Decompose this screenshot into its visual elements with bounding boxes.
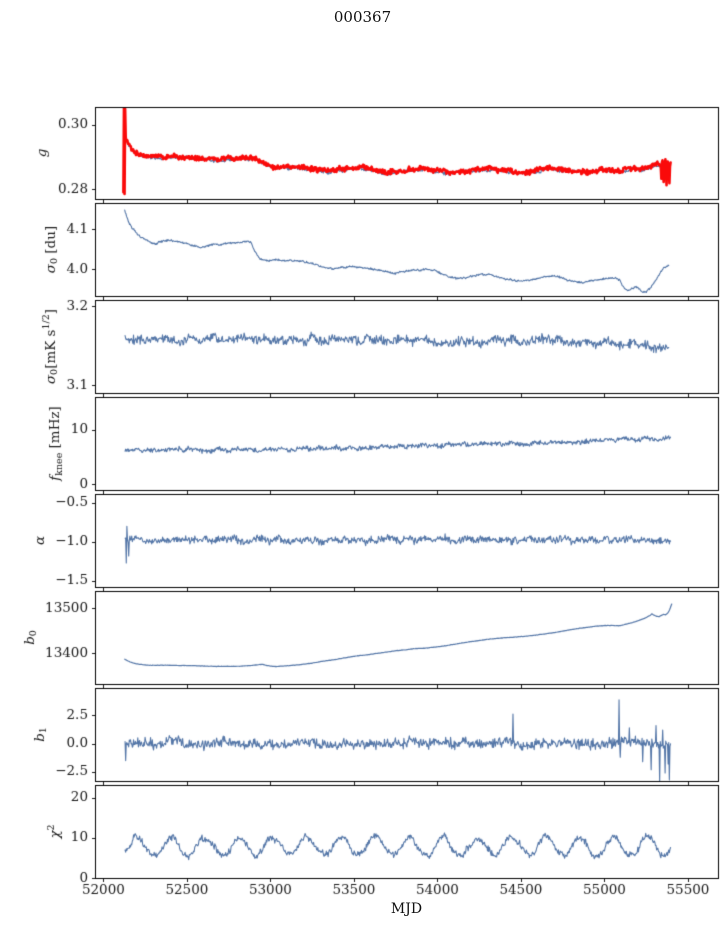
chart-title: 000367: [333, 8, 392, 26]
x-axis-label: MJD: [390, 901, 423, 917]
